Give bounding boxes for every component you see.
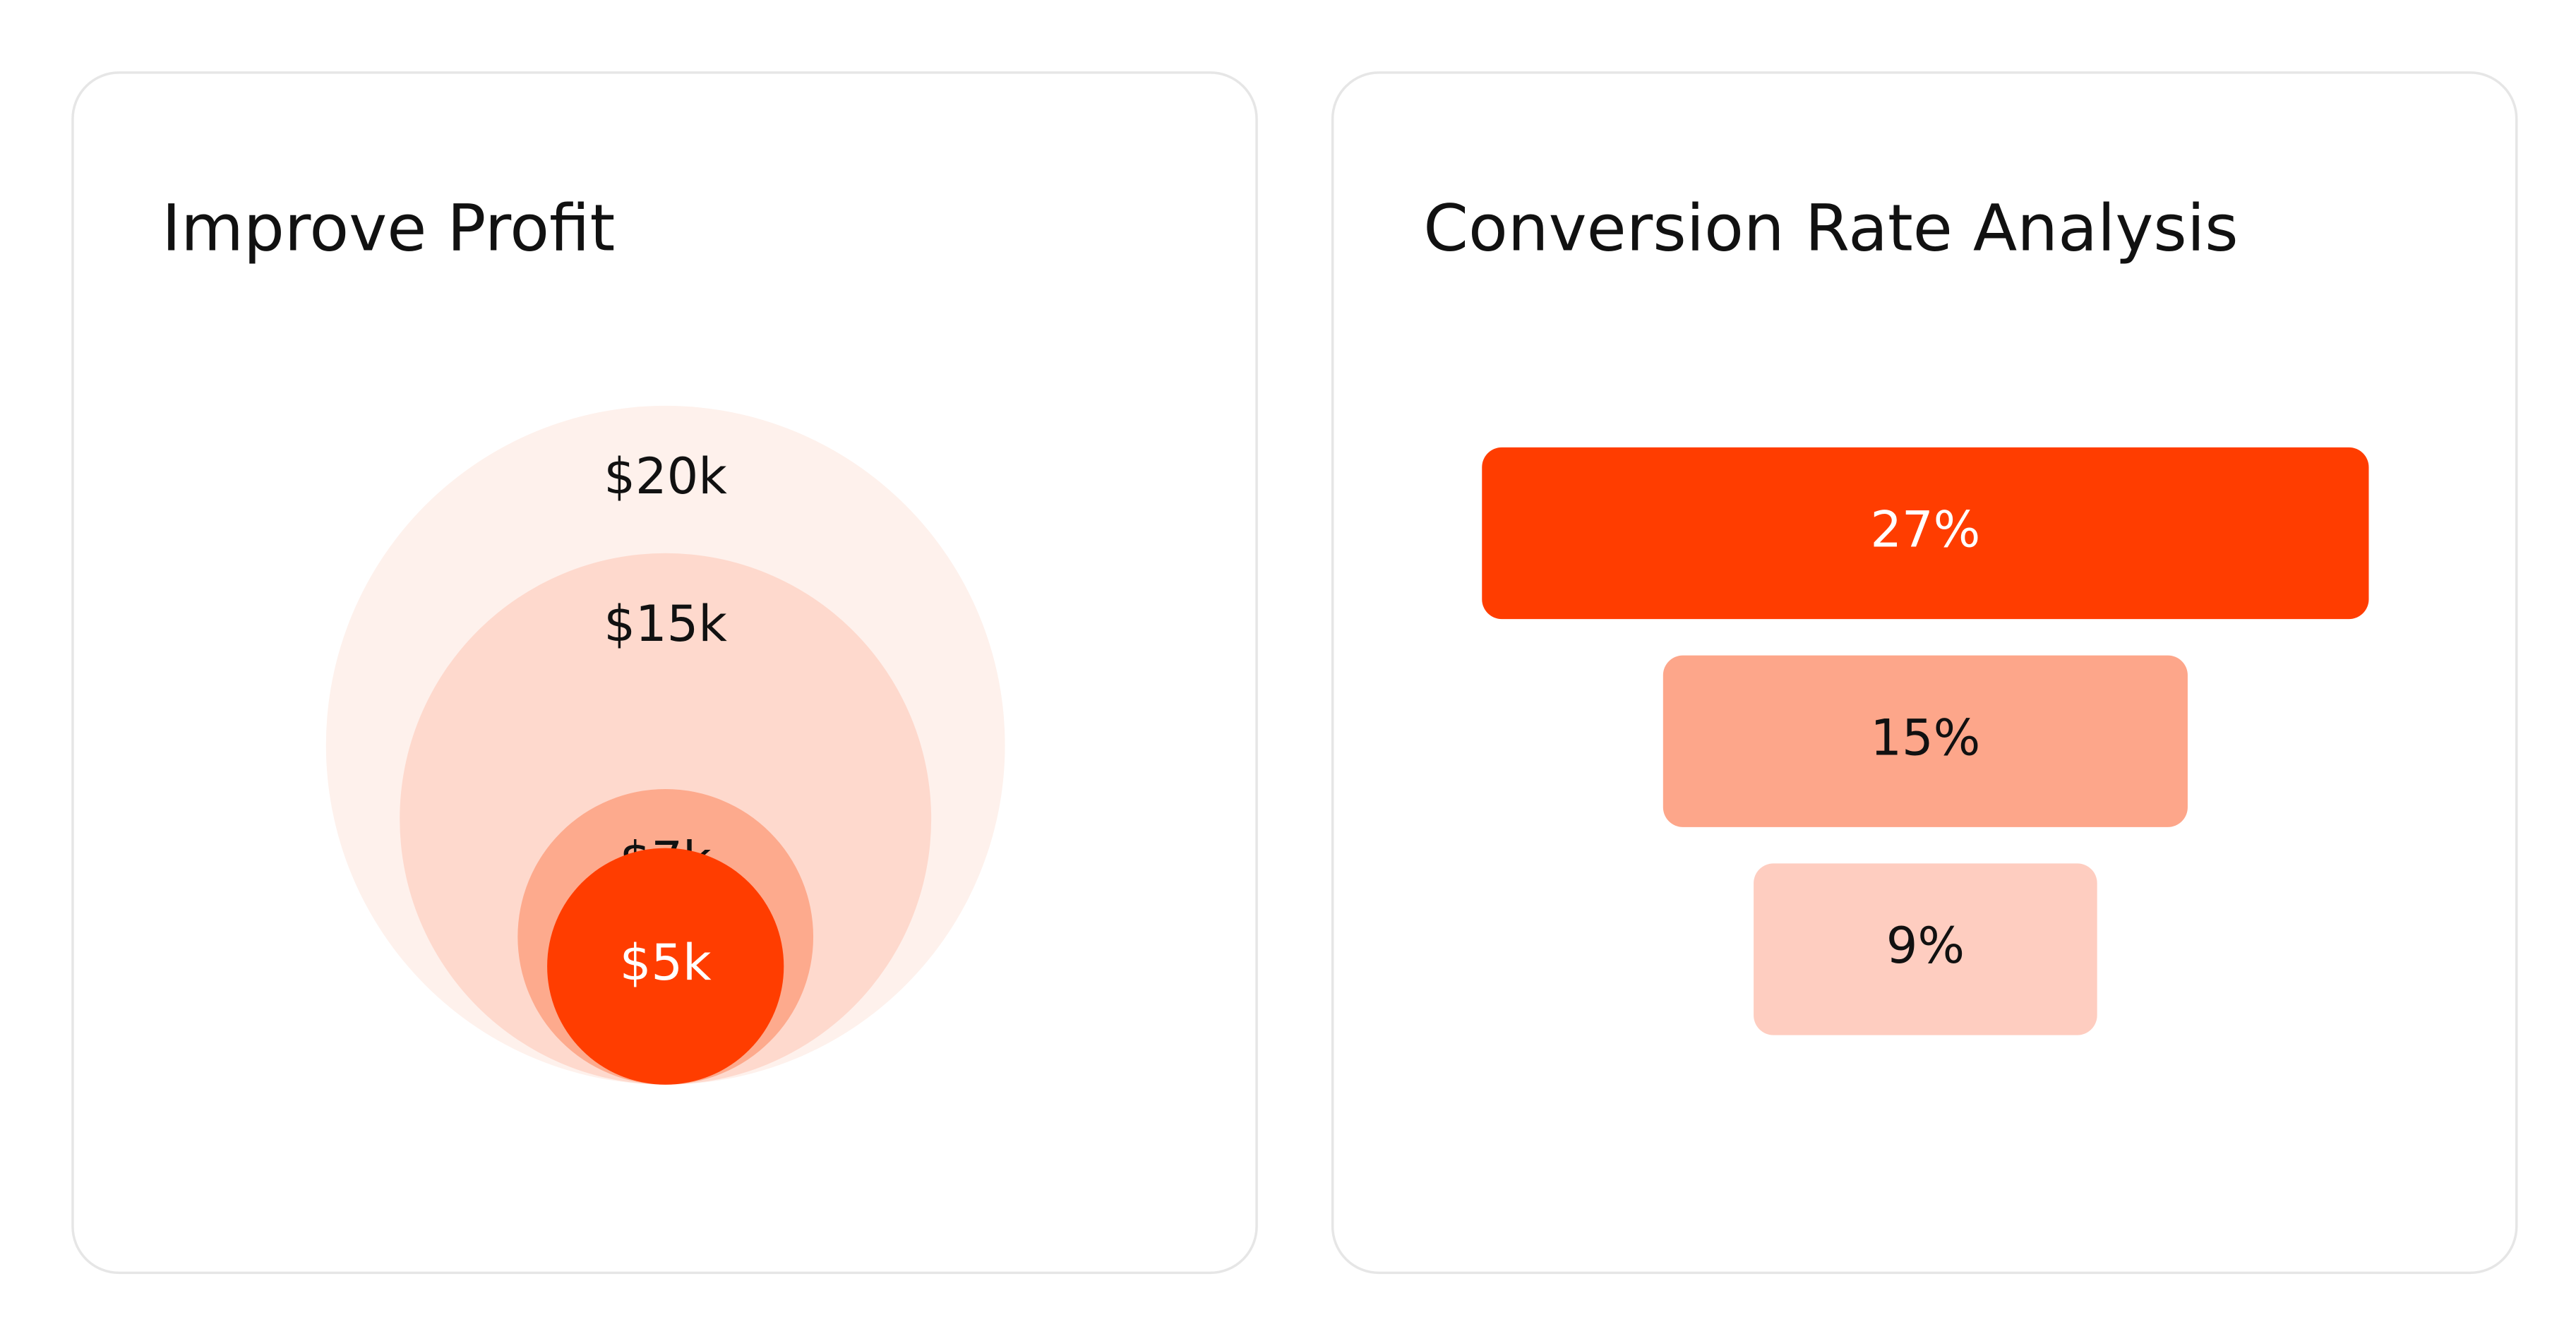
funnel-bar — [1482, 447, 2369, 620]
value-label: 15% — [1870, 709, 1980, 766]
funnel-bar — [1754, 863, 2097, 1035]
value-label: $15k — [604, 595, 727, 653]
value-label: $20k — [604, 447, 727, 505]
value-label: 9% — [1886, 917, 1965, 975]
card-title: Improve Profit — [162, 191, 615, 266]
profit-circle — [547, 848, 784, 1085]
card-title: Conversion Rate Analysis — [1423, 191, 2238, 266]
value-label: 27% — [1870, 501, 1980, 559]
funnel-bar — [1663, 655, 2188, 827]
value-label: $5k — [620, 934, 712, 992]
